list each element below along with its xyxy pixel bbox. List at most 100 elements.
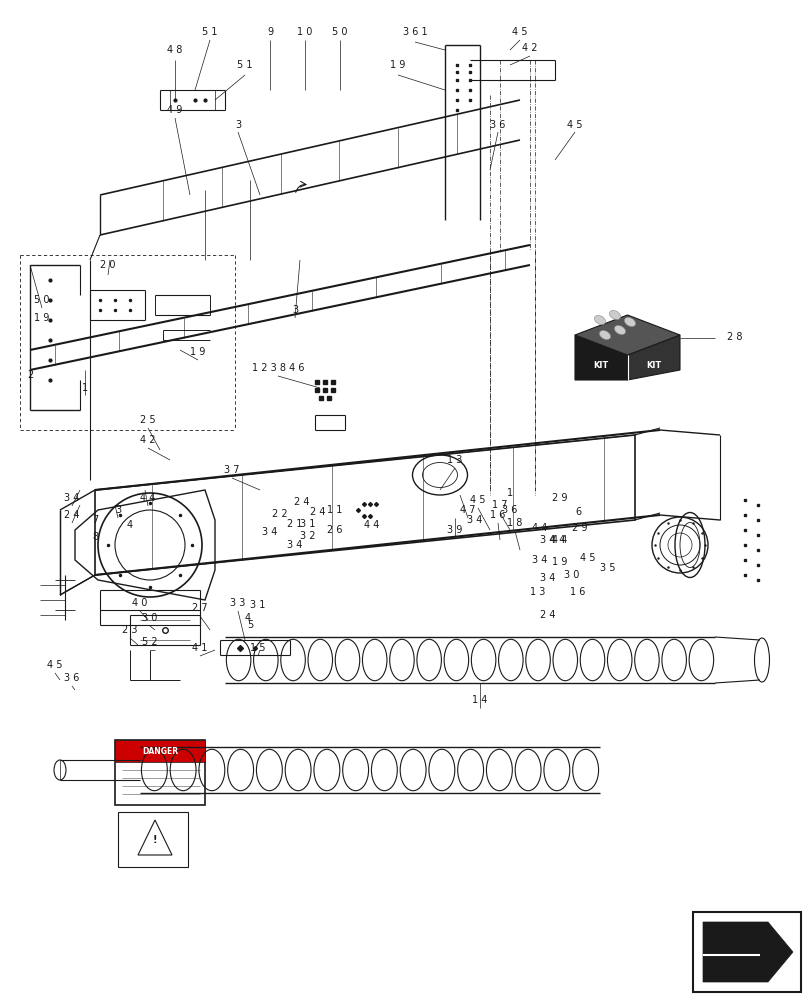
Text: 4 0: 4 0 <box>133 598 148 608</box>
Text: 3 7: 3 7 <box>225 465 240 475</box>
Text: 7: 7 <box>92 515 98 525</box>
Text: 2 4: 2 4 <box>541 610 556 620</box>
Text: 1 8: 1 8 <box>507 518 523 528</box>
Text: 1 4: 1 4 <box>473 695 488 705</box>
Text: 2 5: 2 5 <box>140 415 156 425</box>
Text: 4 1: 4 1 <box>192 643 208 653</box>
Text: 4 9: 4 9 <box>167 105 183 115</box>
Text: KIT: KIT <box>646 360 662 369</box>
Text: 4 4: 4 4 <box>532 523 548 533</box>
Text: 3 2: 3 2 <box>301 531 316 541</box>
Text: 9: 9 <box>267 27 273 37</box>
Text: 3 3: 3 3 <box>230 598 246 608</box>
Text: 4 4: 4 4 <box>141 493 156 503</box>
Bar <box>115 740 205 805</box>
Text: 2 4: 2 4 <box>294 497 309 507</box>
Text: 8: 8 <box>92 532 98 542</box>
Text: 2 3: 2 3 <box>122 625 137 635</box>
Text: 2 4: 2 4 <box>65 510 80 520</box>
Text: 2 7: 2 7 <box>192 603 208 613</box>
Text: 4 5: 4 5 <box>512 27 528 37</box>
Text: 4: 4 <box>245 613 251 623</box>
Text: 5 1: 5 1 <box>238 60 253 70</box>
Text: 3 4: 3 4 <box>532 555 548 565</box>
Text: 2 6: 2 6 <box>327 525 343 535</box>
Polygon shape <box>703 922 793 982</box>
Text: 2 0: 2 0 <box>100 260 116 270</box>
Text: 3 5: 3 5 <box>600 563 616 573</box>
Bar <box>693 912 801 992</box>
Polygon shape <box>575 315 680 355</box>
Text: 1 5: 1 5 <box>250 643 266 653</box>
Text: 1 9: 1 9 <box>34 313 49 323</box>
Text: 2 1: 2 1 <box>288 519 303 529</box>
Text: 3 6: 3 6 <box>503 505 518 515</box>
Text: 2 8: 2 8 <box>727 332 743 342</box>
Ellipse shape <box>595 315 605 325</box>
Text: 3: 3 <box>235 120 241 130</box>
Text: 3 6 1: 3 6 1 <box>402 27 427 37</box>
Text: 3 0: 3 0 <box>142 613 158 623</box>
Text: 4 2: 4 2 <box>522 43 538 53</box>
Bar <box>115 740 205 762</box>
Text: 3 6: 3 6 <box>65 673 80 683</box>
Text: 3: 3 <box>292 305 298 315</box>
Text: 4 5: 4 5 <box>580 553 595 563</box>
Text: 3 4: 3 4 <box>467 515 482 525</box>
Bar <box>118 812 188 867</box>
Text: 1 2 3 8 4 6: 1 2 3 8 4 6 <box>252 363 305 373</box>
Polygon shape <box>575 335 628 380</box>
Text: 3 4: 3 4 <box>288 540 303 550</box>
Text: 1 9: 1 9 <box>553 557 568 567</box>
Text: DANGER: DANGER <box>142 746 178 756</box>
Ellipse shape <box>609 310 621 320</box>
Text: !: ! <box>153 835 158 845</box>
Text: 3 9: 3 9 <box>448 525 463 535</box>
Text: 1 1: 1 1 <box>327 505 343 515</box>
Text: 4 4: 4 4 <box>550 535 566 545</box>
Text: 4 8: 4 8 <box>167 45 183 55</box>
Text: 3 4: 3 4 <box>65 493 80 503</box>
Text: 1 6: 1 6 <box>490 510 506 520</box>
Text: 3: 3 <box>115 505 121 515</box>
Text: 3 4: 3 4 <box>541 573 556 583</box>
Text: 4 4: 4 4 <box>364 520 380 530</box>
Text: 2: 2 <box>27 370 33 380</box>
Ellipse shape <box>600 330 611 340</box>
Text: 4 2: 4 2 <box>141 435 156 445</box>
Text: 2 9: 2 9 <box>572 523 587 533</box>
Text: 3 1: 3 1 <box>301 519 316 529</box>
Text: 2 2: 2 2 <box>272 509 288 519</box>
Text: 1 3: 1 3 <box>448 455 463 465</box>
Text: 4: 4 <box>127 520 133 530</box>
Ellipse shape <box>614 325 625 335</box>
Text: 3 6: 3 6 <box>490 120 506 130</box>
Text: 5 0: 5 0 <box>34 295 50 305</box>
Text: 3 4: 3 4 <box>541 535 556 545</box>
Ellipse shape <box>625 317 636 327</box>
Text: 4 4: 4 4 <box>553 535 568 545</box>
Text: 4 5: 4 5 <box>47 660 63 670</box>
Text: 2 4: 2 4 <box>310 507 326 517</box>
Text: 6: 6 <box>575 507 581 517</box>
Text: 4 5: 4 5 <box>567 120 583 130</box>
Text: 5 1: 5 1 <box>202 27 217 37</box>
Text: 5: 5 <box>247 620 253 630</box>
Text: 1 0: 1 0 <box>297 27 313 37</box>
Text: 3 1: 3 1 <box>250 600 266 610</box>
Ellipse shape <box>54 760 66 780</box>
Text: 4 5: 4 5 <box>470 495 486 505</box>
Text: KIT: KIT <box>594 360 609 369</box>
Text: 1: 1 <box>507 488 513 498</box>
Text: 3 0: 3 0 <box>564 570 579 580</box>
Text: 3 4: 3 4 <box>263 527 278 537</box>
Text: 1 6: 1 6 <box>570 587 586 597</box>
Text: 5 2: 5 2 <box>142 637 158 647</box>
Text: 5 0: 5 0 <box>332 27 347 37</box>
Ellipse shape <box>755 638 769 682</box>
Text: 2 9: 2 9 <box>552 493 568 503</box>
Text: 1 9: 1 9 <box>191 347 206 357</box>
Text: 1 9: 1 9 <box>390 60 406 70</box>
Text: 1 3: 1 3 <box>530 587 545 597</box>
Text: 1 7: 1 7 <box>492 500 507 510</box>
